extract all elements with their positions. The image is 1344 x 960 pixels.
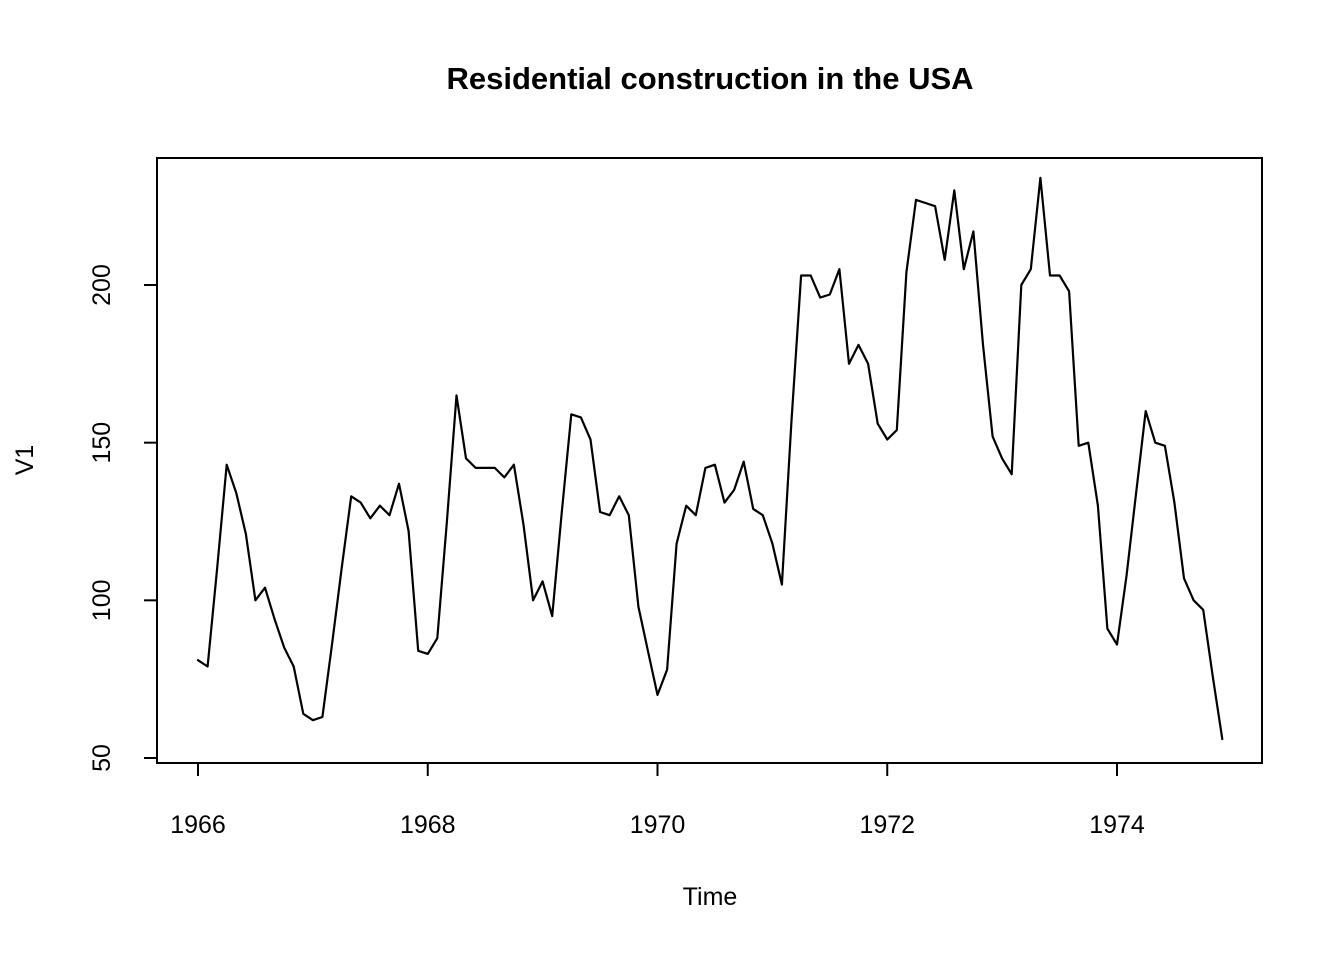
x-tick-label: 1974 [1089, 811, 1145, 839]
chart-title: Residential construction in the USA [446, 61, 973, 96]
y-tick-label: 150 [88, 422, 116, 464]
y-axis-label: V1 [11, 445, 39, 476]
series-layer [196, 176, 1224, 741]
y-tick-label: 200 [88, 264, 116, 306]
x-tick-label: 1972 [859, 811, 915, 839]
x-tick-label: 1970 [630, 811, 686, 839]
x-axis-label: Time [683, 883, 738, 911]
y-tick-label: 50 [88, 744, 116, 772]
plot-area-border [156, 157, 1263, 764]
axes-layer: 1966 1968 1970 1972 1974 50 100 150 200 [88, 264, 1145, 839]
x-tick-label: 1966 [170, 811, 226, 839]
series-line [196, 176, 1224, 741]
y-tick-label: 100 [88, 579, 116, 621]
x-tick-label: 1968 [400, 811, 456, 839]
